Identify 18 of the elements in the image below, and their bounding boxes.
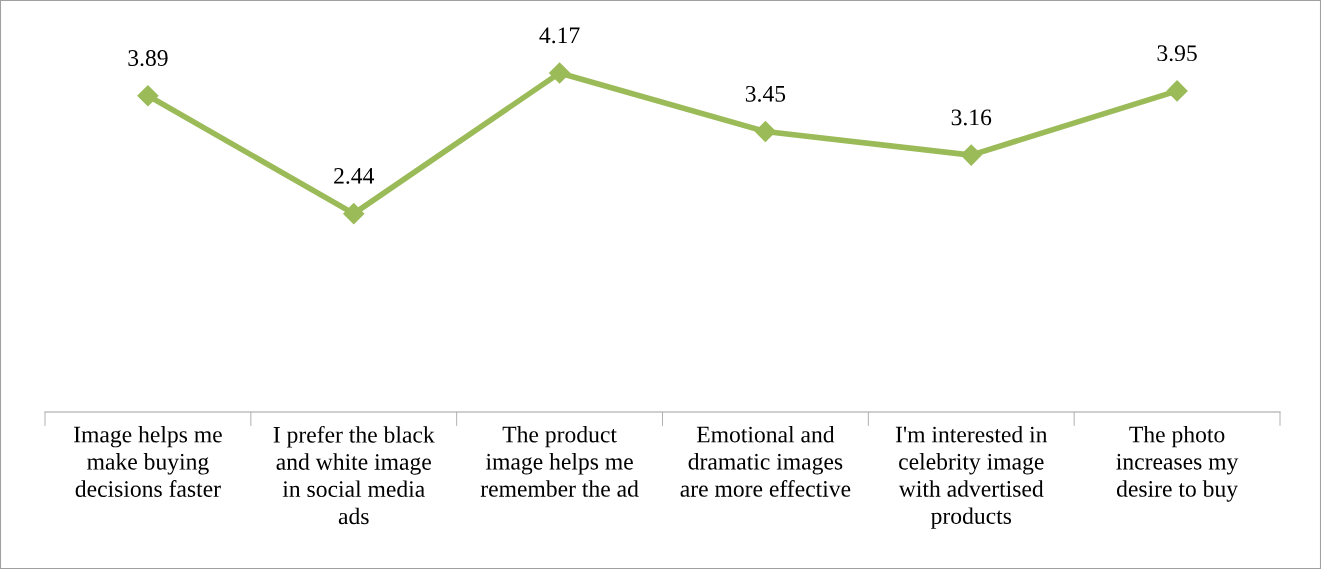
data-label: 3.45: [745, 85, 786, 102]
point: [754, 121, 776, 143]
data-label: 3.16: [951, 109, 992, 126]
data-label: 4.17: [539, 27, 580, 44]
x-tick-label: The product image helps me remember the ad: [480, 425, 639, 497]
point: [137, 85, 159, 107]
point: [549, 62, 571, 84]
data-label: 3.89: [128, 50, 168, 67]
point: [343, 203, 365, 225]
point: [960, 144, 982, 166]
x-tick-label: I prefer the black and white image in social media ads: [273, 425, 435, 525]
x-tick-label: I'm interested in celebrity image with advertised products: [895, 425, 1048, 529]
x-tick-label: The photo increases my desire to buy: [1116, 425, 1239, 502]
point: [1166, 80, 1188, 102]
x-tick-label: Emotional and dramatic images are more effective: [680, 425, 851, 497]
data-label: 3.95: [1157, 45, 1197, 62]
data-label: 2.44: [334, 167, 375, 184]
x-tick-label: Image helps me make buying decisions faster: [74, 425, 222, 497]
